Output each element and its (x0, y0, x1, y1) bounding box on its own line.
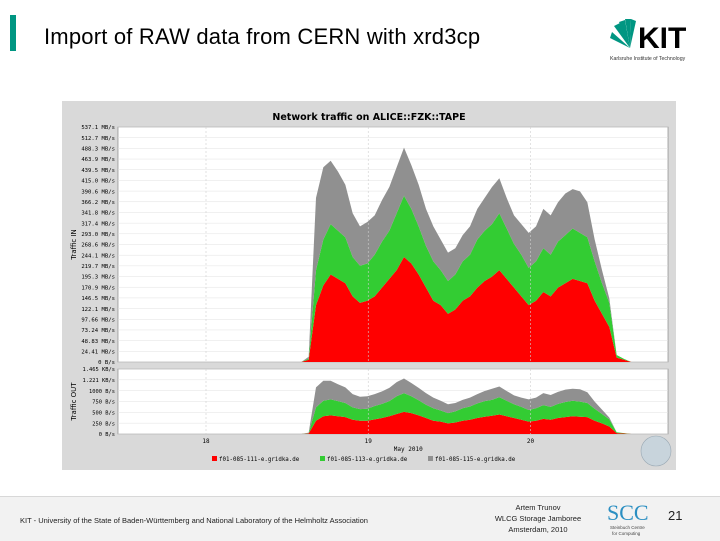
area-series-traffic-out-1 (118, 411, 668, 434)
legend-swatch-1 (212, 456, 217, 461)
area-series-traffic-out-2 (118, 393, 668, 434)
y-tick-label-traffic-in: 488.3 MB/s (81, 147, 115, 153)
y-tick-label-traffic-in: 293.0 MB/s (81, 232, 115, 238)
y-tick-label-traffic-in: 219.7 MB/s (81, 264, 115, 270)
y-tick-label-traffic-out: 750 B/s (92, 400, 115, 406)
y-tick-label-traffic-in: 170.9 MB/s (81, 285, 115, 291)
y-tick-label-traffic-in: 73.24 MB/s (81, 328, 115, 334)
footer-band (0, 496, 720, 541)
kit-logo-subtitle: Karlsruhe Institute of Technology (610, 56, 686, 62)
legend-label-3: f01-085-115-e.gridka.de (435, 457, 516, 463)
footer-institution: KIT - University of the State of Baden-W… (20, 516, 368, 525)
page-number: 21 (668, 508, 683, 523)
legend-swatch-2 (320, 456, 325, 461)
kit-logo-text: KIT (638, 22, 686, 55)
y-tick-label-traffic-out: 500 B/s (92, 411, 115, 417)
y-tick-label-traffic-in: 268.6 MB/s (81, 243, 115, 249)
y-tick-label-traffic-out: 1000 B/s (89, 389, 115, 395)
globe-icon (640, 435, 672, 467)
x-tick-label: 19 (365, 438, 373, 445)
x-axis-label: May 2010 (394, 446, 423, 453)
y-tick-label-traffic-in: 415.0 MB/s (81, 179, 115, 185)
network-traffic-chart: Network traffic on ALICE::FZK::TAPE537.1… (62, 101, 676, 470)
y-tick-label-traffic-in: 463.9 MB/s (81, 157, 115, 163)
legend-label-1: f01-085-111-e.gridka.de (219, 457, 300, 463)
y-tick-label-traffic-out: 250 B/s (92, 421, 115, 427)
kit-logo-mark-icon (610, 19, 636, 48)
legend-label-2: f01-085-113-e.gridka.de (327, 457, 408, 463)
area-series-traffic-in-2 (118, 195, 668, 362)
y-tick-label-traffic-in: 390.6 MB/s (81, 189, 115, 195)
y-tick-label-traffic-in: 48.83 MB/s (81, 339, 115, 345)
y-tick-label-traffic-in: 244.1 MB/s (81, 253, 115, 259)
chart-title: Network traffic on ALICE::FZK::TAPE (272, 112, 465, 123)
y-tick-label-traffic-in: 439.5 MB/s (81, 168, 115, 174)
y-tick-label-traffic-out: 0 B/s (99, 432, 115, 438)
area-series-traffic-in-3 (118, 147, 668, 362)
scc-logo-text: SCC (607, 500, 649, 525)
area-series-traffic-out-3 (118, 378, 668, 434)
kit-logo: KIT Karlsruhe Institute of Technology (610, 19, 686, 62)
y-tick-label-traffic-in: 366.2 MB/s (81, 200, 115, 206)
y-tick-label-traffic-out: 1.465 KB/s (83, 367, 115, 373)
y-axis-label-traffic-in: Traffic IN (70, 229, 78, 261)
y-tick-label-traffic-in: 122.1 MB/s (81, 307, 115, 313)
x-tick-label: 18 (202, 438, 210, 445)
footer-place: Amsterdam, 2010 (508, 525, 568, 534)
x-tick-label: 20 (527, 438, 535, 445)
scc-logo-subtitle-1: Steinbuch Centre (610, 525, 645, 530)
footer-author: Artem Trunov (515, 503, 561, 512)
y-tick-label-traffic-in: 537.1 MB/s (81, 125, 115, 131)
y-tick-label-traffic-in: 146.5 MB/s (81, 296, 115, 302)
y-tick-label-traffic-in: 195.3 MB/s (81, 275, 115, 281)
footer-event: WLCG Storage Jamboree (494, 514, 582, 523)
y-tick-label-traffic-in: 97.66 MB/s (81, 317, 115, 323)
y-tick-label-traffic-in: 317.4 MB/s (81, 221, 115, 227)
title-accent-bar (10, 15, 16, 51)
legend-swatch-3 (428, 456, 433, 461)
y-tick-label-traffic-in: 24.41 MB/s (81, 350, 115, 356)
y-tick-label-traffic-in: 0 B/s (98, 360, 115, 366)
slide-title: Import of RAW data from CERN with xrd3cp (44, 24, 481, 49)
footer-presenter: Artem Trunov WLCG Storage Jamboree Amste… (488, 502, 588, 535)
y-axis-label-traffic-out: Traffic OUT (70, 382, 78, 422)
y-tick-label-traffic-out: 1.221 KB/s (83, 378, 115, 384)
scc-logo: SCC Steinbuch Centre for Computing (607, 500, 649, 536)
y-tick-label-traffic-in: 341.8 MB/s (81, 211, 115, 217)
scc-logo-subtitle-2: for Computing (612, 531, 641, 536)
y-tick-label-traffic-in: 512.7 MB/s (81, 136, 115, 142)
